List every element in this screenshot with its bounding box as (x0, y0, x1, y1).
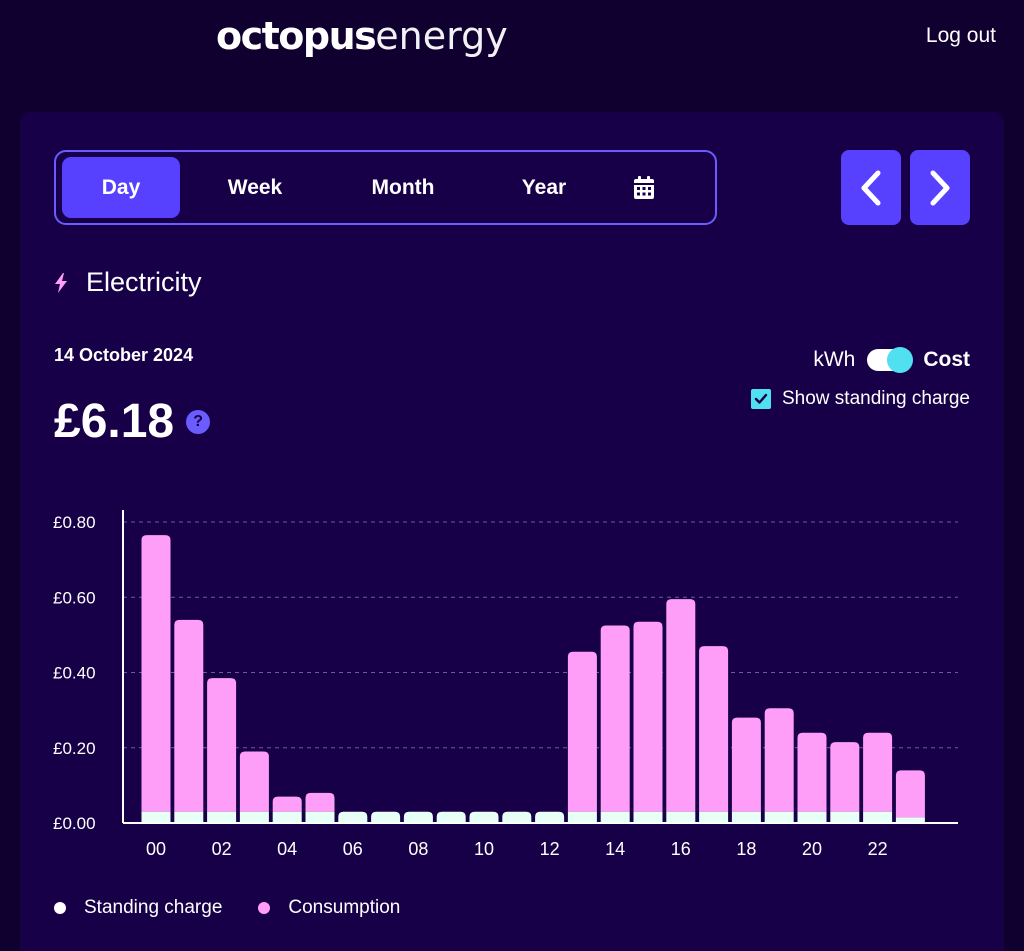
standing-charge-bar (272, 811, 302, 823)
tab-month[interactable]: Month (371, 175, 435, 199)
legend-item-standing-charge: Standing charge (54, 897, 222, 919)
standing-charge-bar (699, 811, 729, 823)
logo-text-bold: octopus (216, 14, 377, 58)
consumption-bar (174, 619, 204, 812)
unit-kwh-label[interactable]: kWh (813, 348, 856, 371)
tab-week[interactable]: Week (227, 175, 283, 199)
consumption-bar (305, 792, 335, 812)
selected-date: 14 October 2024 (54, 345, 194, 365)
x-tick-label: 14 (605, 839, 625, 859)
fuel-heading: Electricity (54, 267, 202, 298)
consumption-bar (600, 625, 630, 812)
consumption-bar (567, 651, 597, 812)
standing-charge-bar (895, 817, 925, 823)
standing-charge-bar (239, 811, 269, 823)
period-tabs: Day Week Month Year (54, 150, 717, 225)
standing-charge-bar (666, 811, 696, 823)
consumption-bar (239, 751, 269, 812)
consumption-bar (830, 742, 860, 812)
unit-cost-label[interactable]: Cost (923, 348, 970, 371)
standing-charge-option: Show standing charge (750, 388, 970, 410)
x-tick-label: 04 (277, 839, 297, 859)
consumption-bar (731, 717, 761, 812)
top-bar: octopusenergy Log out (0, 0, 1024, 90)
legend-dot-standing (54, 902, 66, 914)
usage-bar-chart: £0.00 £0.20 £0.40 £0.60 £0.80 00 02 04 06 08 10 12 1… (53, 510, 958, 859)
x-tick-label: 20 (802, 839, 822, 859)
total-cost: £6.18 ? (54, 394, 211, 449)
y-tick-label: £0.40 (53, 664, 96, 683)
x-tick-label: 22 (868, 839, 888, 859)
standing-charge-bar (797, 811, 827, 823)
consumption-bar (699, 646, 729, 812)
chevron-right-icon (930, 170, 950, 205)
fuel-label: Electricity (86, 267, 202, 297)
y-tick-label: £0.20 (53, 739, 96, 758)
consumption-bar (207, 678, 237, 812)
consumption-bar (633, 621, 663, 812)
x-tick-label: 10 (474, 839, 494, 859)
consumption-bar (141, 535, 171, 812)
standing-charge-bar (567, 811, 597, 823)
switch-knob (887, 347, 914, 373)
standing-charge-bar (600, 811, 630, 823)
legend-dot-consumption (258, 902, 271, 914)
check-icon (754, 393, 768, 404)
consumption-bar (895, 770, 925, 818)
previous-day-button[interactable] (841, 150, 901, 225)
standing-charge-bar (338, 811, 368, 823)
x-tick-label: 18 (736, 839, 756, 859)
unit-toggle: kWh Cost (813, 347, 970, 373)
x-tick-label: 16 (671, 839, 691, 859)
calendar-icon (634, 175, 654, 199)
standing-charge-bar (863, 811, 893, 823)
usage-card: Day Week Month Year (20, 112, 1004, 951)
standing-charge-bar (731, 811, 761, 823)
y-tick-label: £0.00 (53, 814, 96, 833)
tab-year[interactable]: Year (521, 175, 567, 199)
consumption-bar (863, 732, 893, 812)
y-tick-label: £0.60 (53, 588, 96, 607)
standing-charge-bar (764, 811, 794, 823)
standing-charge-bar (141, 811, 171, 823)
standing-charge-bar (371, 811, 401, 823)
standing-charge-bar (174, 811, 204, 823)
standing-charge-bar (535, 811, 565, 823)
standing-charge-bar (305, 811, 335, 823)
standing-charge-bar (403, 811, 433, 823)
octopus-energy-logo[interactable]: octopusenergy (216, 14, 508, 58)
chevron-left-icon (861, 170, 881, 205)
standing-charge-checkbox[interactable] (750, 389, 771, 409)
standing-charge-bar (633, 811, 663, 823)
consumption-bar (764, 708, 794, 812)
chart-legend: Standing charge Consumption (54, 897, 436, 919)
total-cost-value: £6.18 (54, 395, 175, 448)
standing-charge-bar (436, 811, 466, 823)
consumption-bar (666, 599, 696, 812)
standing-charge-label[interactable]: Show standing charge (781, 388, 970, 409)
question-mark-icon[interactable]: ? (186, 409, 211, 434)
lightning-bolt-icon (55, 272, 67, 293)
consumption-bar (272, 796, 302, 812)
standing-charge-bar (207, 811, 237, 823)
calendar-button[interactable] (612, 157, 676, 218)
standing-charge-bar (502, 811, 532, 823)
tab-day[interactable]: Day (62, 157, 180, 218)
x-tick-label: 02 (212, 839, 232, 859)
next-day-button[interactable] (910, 150, 970, 225)
x-tick-label: 00 (146, 839, 166, 859)
x-tick-label: 08 (408, 839, 428, 859)
logo-text-light: energy (375, 14, 508, 58)
x-tick-label: 06 (343, 839, 363, 859)
standing-charge-bar (469, 811, 499, 823)
standing-charge-bar (830, 811, 860, 823)
consumption-bar (797, 732, 827, 812)
y-tick-label: £0.80 (53, 513, 96, 532)
legend-label-consumption: Consumption (288, 897, 401, 918)
legend-item-consumption: Consumption (258, 897, 400, 919)
unit-switch[interactable] (867, 347, 914, 373)
x-tick-label: 12 (540, 839, 560, 859)
logout-link[interactable]: Log out (925, 24, 996, 47)
legend-label-standing: Standing charge (84, 897, 223, 918)
